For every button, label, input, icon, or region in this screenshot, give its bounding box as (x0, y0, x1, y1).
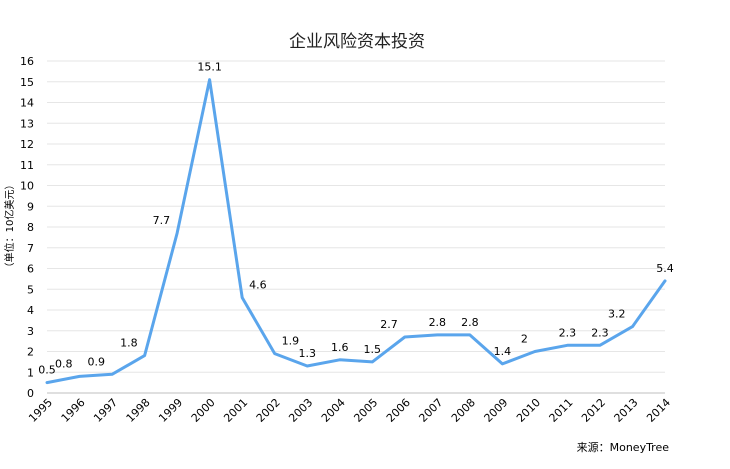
series-line (45, 78, 667, 385)
y-tick-label: 2 (27, 346, 34, 359)
x-tick-label: 2003 (286, 396, 315, 425)
y-tick-label: 0 (27, 387, 34, 400)
data-label: 1.6 (331, 341, 349, 354)
data-label: 2.7 (380, 318, 398, 331)
y-tick-label: 15 (20, 76, 34, 89)
x-tick-label: 2007 (416, 396, 445, 425)
y-tick-label: 10 (20, 180, 34, 193)
y-tick-label: 14 (20, 97, 34, 110)
x-tick-label: 2001 (221, 396, 250, 425)
y-tick-label: 11 (20, 159, 34, 172)
y-tick-label: 8 (27, 221, 34, 234)
y-tick-label: 7 (27, 242, 34, 255)
x-tick-label: 1996 (59, 396, 88, 425)
y-tick-label: 6 (27, 263, 34, 276)
data-label: 5.4 (656, 262, 674, 275)
data-label: 1.9 (282, 335, 300, 348)
data-label: 15.1 (197, 61, 222, 74)
y-tick-label: 12 (20, 138, 34, 151)
x-tick-label: 1999 (156, 396, 185, 425)
data-label: 2.3 (559, 326, 577, 339)
data-label: 0.8 (55, 357, 73, 370)
y-tick-label: 1 (27, 366, 34, 379)
x-tick-label: 2008 (449, 396, 478, 425)
x-tick-label: 2005 (351, 396, 380, 425)
x-tick-label: 2006 (384, 396, 413, 425)
x-tick-label: 2014 (644, 396, 673, 425)
x-tick-label: 2010 (514, 396, 543, 425)
data-label: 7.7 (153, 214, 171, 227)
x-tick-label: 1995 (26, 396, 55, 425)
chart-title: 企业风险资本投资 (289, 32, 425, 52)
y-tick-label: 5 (27, 283, 34, 296)
data-label: 2 (521, 333, 528, 346)
x-tick-label: 1997 (91, 396, 120, 425)
data-label: 0.5 (38, 364, 56, 377)
x-tick-label: 2013 (612, 396, 641, 425)
data-label: 1.5 (364, 343, 382, 356)
x-tick-label: 2004 (319, 396, 348, 425)
data-label: 2.8 (429, 316, 447, 329)
x-tick-label: 2011 (547, 396, 576, 425)
x-axis-ticks: 1995 1996 1997 1998 1999 2000 2001 2002 2003 2004… (26, 396, 673, 425)
x-tick-label: 2009 (481, 396, 510, 425)
data-label: 1.8 (120, 337, 138, 350)
gridlines (47, 60, 665, 373)
x-tick-label: 2000 (189, 396, 218, 425)
data-label: 2.3 (591, 326, 609, 339)
y-tick-label: 9 (27, 200, 34, 213)
data-label: 4.6 (249, 279, 267, 292)
source-note: 来源：MoneyTree (577, 440, 670, 454)
x-tick-label: 2012 (579, 396, 608, 425)
y-tick-label: 4 (27, 304, 34, 317)
data-label: 2.8 (461, 316, 479, 329)
data-label: 1.4 (494, 345, 512, 358)
data-label: 3.2 (608, 308, 626, 321)
data-label: 0.9 (88, 355, 106, 368)
y-tick-label: 16 (20, 55, 34, 68)
data-label: 1.3 (298, 347, 316, 360)
y-tick-label: 3 (27, 325, 34, 338)
x-tick-label: 1998 (124, 396, 153, 425)
y-tick-label: 13 (20, 117, 34, 130)
data-labels: 0.5 0.8 0.9 1.8 7.7 15.1 4.6 1.91.3 1.6 1.5 2.7 2.8… (38, 61, 674, 377)
y-axis-label: （单位：10亿美元） (3, 180, 16, 273)
x-tick-label: 2002 (254, 396, 283, 425)
